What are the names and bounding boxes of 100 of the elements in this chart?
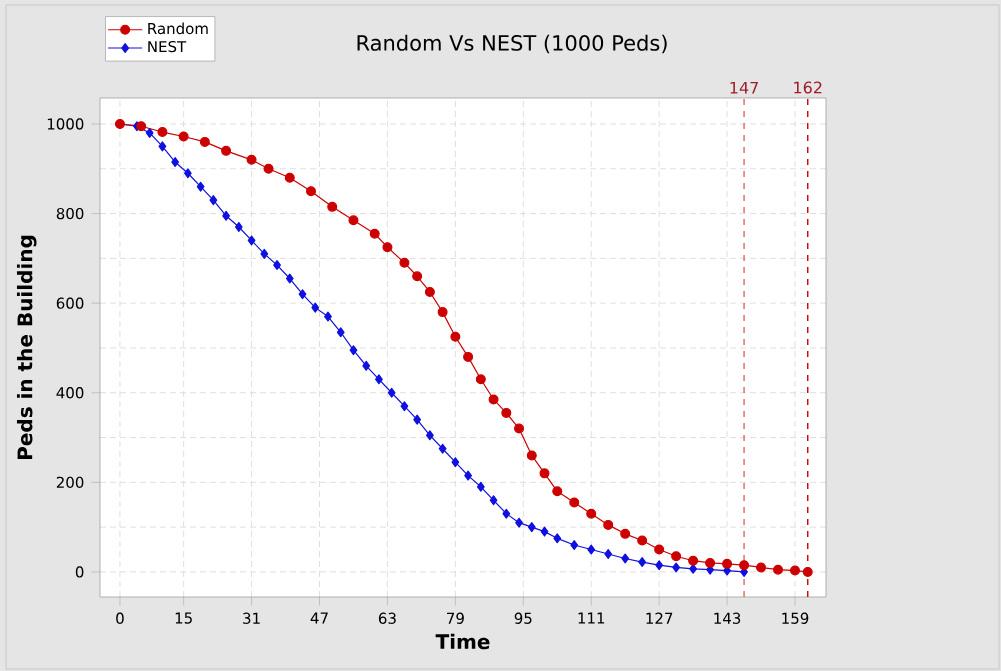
point [438,443,447,454]
point [756,562,767,573]
point [196,181,205,192]
point [586,508,597,519]
x-tick-label: 79 [447,612,464,624]
legend-label: NEST [148,40,187,53]
y-tick-label: 800 [56,207,84,220]
point [450,331,461,342]
point [222,210,230,221]
ref-line-label: 162 [794,81,822,94]
point [145,127,154,138]
point [158,141,167,152]
point [790,565,801,576]
point [570,540,579,551]
point [375,374,383,385]
point [489,495,498,506]
x-tick-label: 0 [116,612,124,624]
point [688,555,699,566]
point [722,558,733,569]
point [671,551,682,562]
point [451,457,460,468]
point [621,553,630,564]
point [387,387,396,398]
point [260,248,269,259]
point [284,172,295,183]
point [327,201,338,212]
point [463,351,474,362]
point [515,517,523,528]
y-tick-label: 400 [56,387,84,399]
point [285,273,294,284]
point [298,289,307,300]
point [399,257,410,268]
point [136,121,147,132]
point [603,519,614,530]
point [306,186,317,197]
point [802,566,813,577]
point [464,470,472,481]
point [246,154,257,165]
x-axis-title: Time [435,633,490,650]
point [638,557,647,568]
x-tick-label: 143 [714,612,741,624]
x-tick-label: 31 [243,612,260,624]
point [539,468,550,479]
point [773,564,784,575]
y-tick-label: 1000 [47,118,84,130]
point [637,535,648,546]
point [501,407,512,418]
point [311,302,320,313]
point [604,548,613,559]
x-tick-label: 127 [646,612,673,624]
x-tick-label: 95 [514,612,532,624]
point [476,481,485,492]
point [552,486,563,497]
point [412,271,423,282]
point [587,544,596,555]
legend-label: Random [148,22,208,35]
point [526,450,537,461]
point [475,374,486,385]
y-tick-label: 0 [75,566,84,578]
point [655,560,664,571]
point [437,307,448,318]
point [171,157,180,168]
chart-title: Random Vs NEST (1000 Peds) [357,34,667,54]
point [209,195,218,206]
point [247,235,256,246]
point [199,136,210,147]
x-tick-label: 15 [175,612,192,624]
point [413,414,422,425]
point [502,508,511,519]
point [654,544,665,555]
point [362,360,371,371]
point [382,242,393,253]
point [514,423,525,434]
y-tick-label: 600 [56,297,84,309]
point [263,163,274,174]
point [183,168,192,179]
ref-line-label: 147 [730,81,758,94]
x-tick-label: 63 [378,612,396,624]
point [336,327,345,338]
point [620,528,631,539]
point [488,394,499,405]
point [739,560,750,571]
point [324,311,332,322]
point [689,563,698,574]
point [178,131,189,142]
point [705,557,716,568]
point [527,522,536,533]
point [425,430,434,441]
point [369,228,380,239]
x-tick-label: 47 [310,612,328,624]
point [221,145,232,156]
y-tick-label: 200 [56,476,84,489]
point [157,127,168,138]
point [400,401,409,412]
point [424,286,435,297]
point [553,533,562,544]
x-tick-label: 159 [782,612,809,624]
point [273,260,281,271]
x-tick-label: 111 [578,612,605,624]
point [672,562,681,573]
